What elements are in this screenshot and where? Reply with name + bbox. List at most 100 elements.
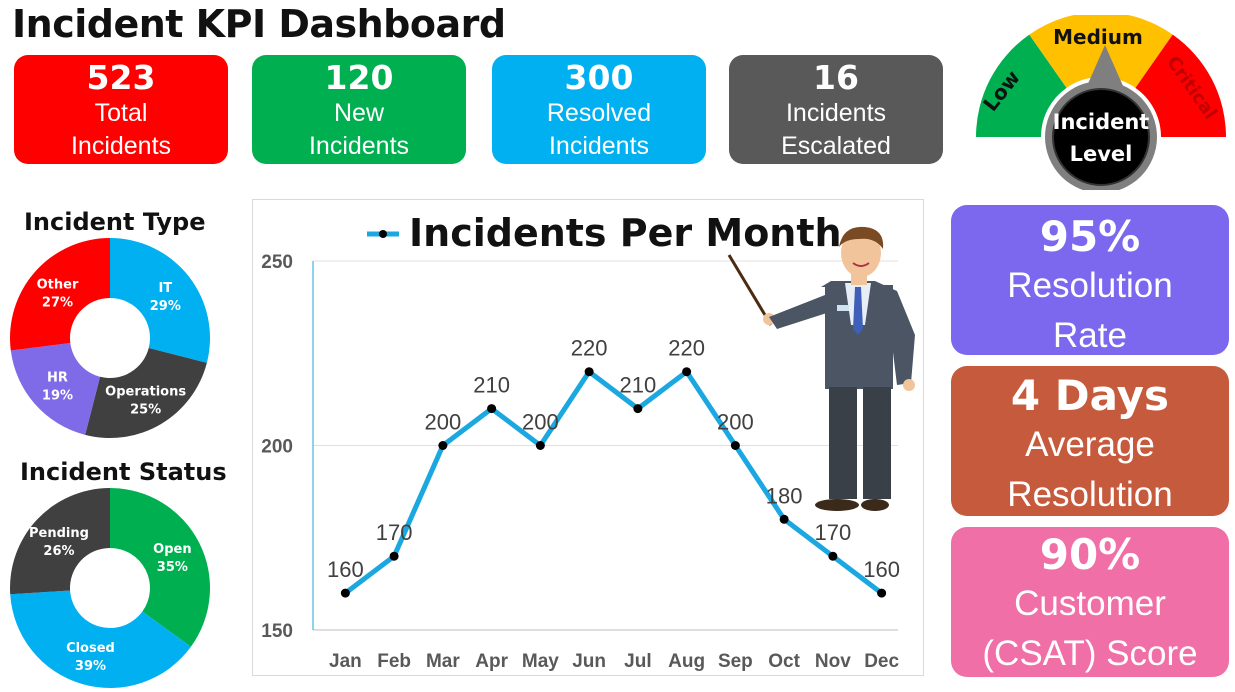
- donut-pct: 19%: [42, 388, 73, 403]
- incident-type-title: Incident Type: [24, 208, 206, 236]
- gauge-center-text-2: Level: [1070, 142, 1133, 166]
- kpi-label: New Incidents: [308, 99, 410, 160]
- pointer-stick: [727, 254, 773, 326]
- x-tick-label: Sep: [718, 651, 753, 672]
- line-chart-canvas: Incidents Per Month 150 200 250 Jan Feb Mar A…: [261, 211, 900, 672]
- data-label: 160: [327, 557, 364, 582]
- donut-slice-open: [110, 488, 211, 647]
- data-label: 160: [863, 557, 900, 582]
- card-label: Average Resolution: [1007, 425, 1173, 514]
- kpi-value: 300: [564, 58, 634, 97]
- data-point: [730, 441, 740, 450]
- x-tick-label: Feb: [377, 651, 411, 672]
- x-tick-label: Apr: [475, 651, 508, 672]
- kpi-label: Resolved Incidents: [546, 99, 652, 160]
- kpi-resolved-incidents: 300 Resolved Incidents: [492, 55, 706, 164]
- y-tick-label: 200: [261, 437, 293, 458]
- donut-pct: 35%: [157, 560, 188, 575]
- kpi-total-incidents: 523 Total Incidents: [14, 55, 228, 164]
- data-point: [389, 551, 399, 561]
- data-label: 220: [668, 336, 705, 361]
- kpi-value: 16: [813, 58, 859, 97]
- donut-label: Closed: [66, 641, 115, 656]
- y-tick-label: 150: [261, 621, 293, 642]
- donut-slice-hr: [10, 343, 101, 435]
- data-point: [487, 404, 497, 414]
- resolution-rate-card: 95% Resolution Rate: [951, 205, 1229, 355]
- data-point: [535, 441, 545, 450]
- presenter-tie: [853, 287, 863, 335]
- data-point: [779, 514, 789, 524]
- card-value: 95%: [1039, 212, 1141, 261]
- card-label: Customer (CSAT) Score: [982, 584, 1198, 673]
- presenter-hair: [839, 226, 884, 249]
- y-tick-label: 250: [261, 252, 293, 273]
- card-label: Resolution Rate: [1007, 266, 1173, 355]
- data-point: [340, 588, 350, 598]
- data-label: 170: [376, 520, 413, 545]
- presenter-illustration: [727, 226, 915, 511]
- x-tick-label: Jun: [572, 651, 606, 672]
- page-title: Incident KPI Dashboard: [12, 2, 506, 46]
- donut-pct: 25%: [130, 402, 161, 417]
- x-tick-label: Nov: [815, 651, 851, 672]
- donut-label: Pending: [29, 526, 89, 541]
- x-tick-label: Aug: [668, 651, 705, 672]
- data-point: [682, 367, 692, 377]
- donut-pct: 39%: [75, 659, 106, 674]
- kpi-new-incidents: 120 New Incidents: [252, 55, 466, 164]
- donut-slice-closed: [10, 590, 191, 688]
- incident-level-gauge: Low Medium Critical Incident Level: [976, 15, 1226, 190]
- data-point: [633, 404, 643, 414]
- incident-status-title: Incident Status: [20, 458, 227, 486]
- presenter-right-leg: [863, 387, 891, 499]
- donut-slice-it: [110, 238, 210, 363]
- kpi-label: Incidents Escalated: [781, 99, 891, 160]
- donut-label: Operations: [105, 384, 186, 399]
- x-tick-label: Mar: [426, 651, 460, 672]
- data-label: 210: [473, 373, 510, 398]
- x-tick-label: Jul: [624, 651, 651, 672]
- gauge-critical-segment: [1135, 34, 1226, 137]
- donut-label: Other: [37, 278, 79, 293]
- data-label: 170: [815, 520, 852, 545]
- card-value: 90%: [1039, 530, 1141, 579]
- donut-pct: 27%: [42, 296, 73, 311]
- kpi-label: Total Incidents: [70, 99, 172, 160]
- gauge-hub: [1052, 88, 1150, 186]
- data-label: 200: [522, 410, 559, 435]
- data-label: 210: [620, 373, 657, 398]
- x-tick-label: May: [522, 651, 559, 672]
- donut-label: Open: [153, 542, 191, 557]
- kpi-incidents-escalated: 16 Incidents Escalated: [729, 55, 943, 164]
- data-point: [438, 441, 448, 450]
- kpi-value: 120: [324, 58, 394, 97]
- legend-marker: [379, 230, 387, 238]
- series-line: [343, 369, 884, 596]
- chart-title: Incidents Per Month: [409, 211, 842, 255]
- presenter-left-leg: [829, 387, 857, 499]
- donut-pct: 29%: [150, 299, 181, 314]
- data-label: 200: [425, 410, 462, 435]
- average-resolution-card: 4 Days Average Resolution: [951, 366, 1229, 516]
- data-point: [584, 367, 594, 377]
- donut-label: HR: [47, 370, 68, 385]
- donut-label: IT: [158, 281, 172, 296]
- presenter-right-shoe: [861, 499, 889, 511]
- data-point: [828, 551, 838, 561]
- gauge-center-text-1: Incident: [1053, 110, 1150, 134]
- presenter-smile: [852, 262, 870, 267]
- x-tick-label: Oct: [768, 651, 800, 672]
- gauge-medium-label: Medium: [1053, 25, 1143, 49]
- incident-type-donut: IT 29% Operations 25% HR 19% Other 27%: [9, 238, 210, 438]
- x-tick-label: Jan: [329, 651, 362, 672]
- presenter-right-hand: [903, 379, 915, 391]
- gauge-low-segment: [976, 34, 1067, 137]
- donut-pct: 26%: [43, 544, 74, 559]
- incidents-per-month-chart: Incidents Per Month 150 200 250 Jan Feb Mar A…: [252, 199, 924, 676]
- data-label: 220: [571, 336, 608, 361]
- card-value: 4 Days: [1010, 371, 1170, 420]
- kpi-value: 523: [86, 58, 156, 97]
- donut-slice-operations: [85, 347, 207, 438]
- csat-score-card: 90% Customer (CSAT) Score: [951, 527, 1229, 677]
